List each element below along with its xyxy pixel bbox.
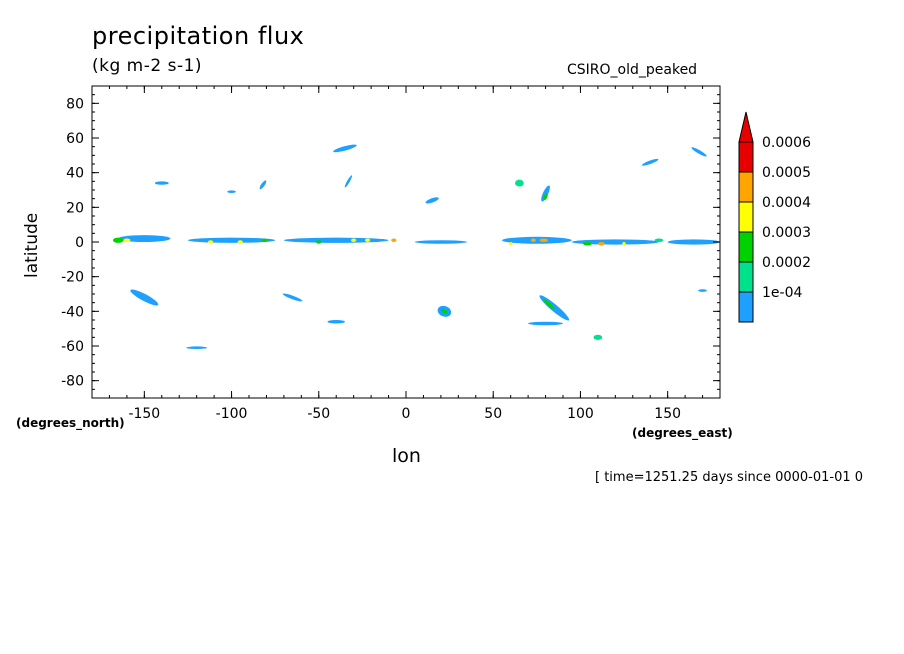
precip-region — [593, 334, 603, 340]
precip-region — [208, 240, 214, 244]
legend-swatch — [738, 231, 754, 263]
legend-overflow-arrow — [738, 111, 754, 143]
precip-region — [667, 239, 720, 245]
x-tick-label: 100 — [567, 406, 594, 422]
y-tick-label: 60 — [66, 131, 84, 147]
precip-region — [528, 321, 563, 326]
precip-region — [530, 238, 536, 242]
precip-region — [123, 238, 131, 242]
legend-label: 0.0005 — [762, 165, 811, 181]
precip-region — [262, 238, 268, 242]
precip-region — [583, 242, 592, 246]
precip-region — [654, 238, 664, 242]
chart-units: (kg m-2 s-1) — [92, 56, 203, 76]
precip-region — [543, 299, 555, 310]
y-tick-label: 40 — [66, 166, 84, 182]
x-tick-label: 150 — [654, 406, 681, 422]
y-axis-units: (degrees_north) — [16, 416, 125, 430]
legend-swatch — [738, 201, 754, 233]
y-tick-label: -80 — [61, 374, 84, 390]
legend-label: 0.0004 — [762, 195, 811, 211]
precip-region — [571, 239, 659, 245]
legend-label: 0.0006 — [762, 135, 811, 151]
precip-region — [425, 197, 439, 204]
precip-region — [515, 179, 524, 187]
precip-region — [351, 238, 357, 242]
precip-region — [698, 289, 707, 292]
x-tick-label: 0 — [402, 406, 411, 422]
precip-region — [539, 238, 549, 242]
precip-region — [154, 181, 169, 185]
precip-region — [187, 237, 276, 243]
y-tick-label: 80 — [66, 96, 84, 112]
x-tick-label: 50 — [484, 406, 502, 422]
precip-region — [186, 346, 208, 350]
precip-region — [441, 309, 448, 314]
precip-region — [622, 242, 626, 246]
x-tick-label: -100 — [216, 406, 248, 422]
legend-label: 1e-04 — [762, 285, 802, 301]
x-axis-units: (degrees_east) — [632, 426, 733, 440]
precip-region — [333, 144, 357, 153]
precip-region — [691, 147, 707, 157]
precip-region — [130, 289, 159, 306]
legend-label: 0.0002 — [762, 255, 811, 271]
model-label: CSIRO_old_peaked — [567, 62, 698, 78]
precip-region — [237, 240, 243, 244]
precip-region — [414, 240, 468, 244]
y-tick-label: -60 — [61, 339, 84, 355]
precip-region — [365, 238, 371, 242]
y-tick-label: 20 — [66, 200, 84, 216]
x-tick-label: -150 — [128, 406, 160, 422]
chart-title: precipitation flux — [92, 22, 305, 50]
y-tick-label: 0 — [75, 235, 84, 251]
precip-region — [541, 185, 550, 202]
legend-swatch — [738, 141, 754, 173]
precip-region — [259, 180, 267, 190]
precip-region — [543, 193, 548, 201]
legend-label: 0.0003 — [762, 225, 811, 241]
x-tick-label: -50 — [307, 406, 330, 422]
precip-region — [642, 158, 659, 166]
legend-swatch — [738, 261, 754, 293]
precip-region — [508, 242, 513, 246]
precip-region — [597, 242, 605, 246]
precip-region — [283, 237, 389, 243]
precip-region — [391, 238, 397, 242]
precip-region — [227, 190, 236, 194]
precip-region — [501, 236, 572, 244]
precip-region — [316, 240, 322, 244]
y-tick-label: -40 — [61, 304, 84, 320]
precip-region — [282, 293, 303, 302]
precip-region — [327, 320, 345, 324]
precip-region — [118, 235, 171, 243]
legend-swatch — [738, 171, 754, 203]
legend-swatch — [738, 291, 754, 323]
y-tick-label: -20 — [61, 270, 84, 286]
precip-region — [344, 175, 353, 188]
time-stamp: [ time=1251.25 days since 0000-01-01 0 — [595, 470, 864, 485]
x-axis-label: lon — [392, 445, 421, 467]
precip-region — [112, 237, 124, 243]
